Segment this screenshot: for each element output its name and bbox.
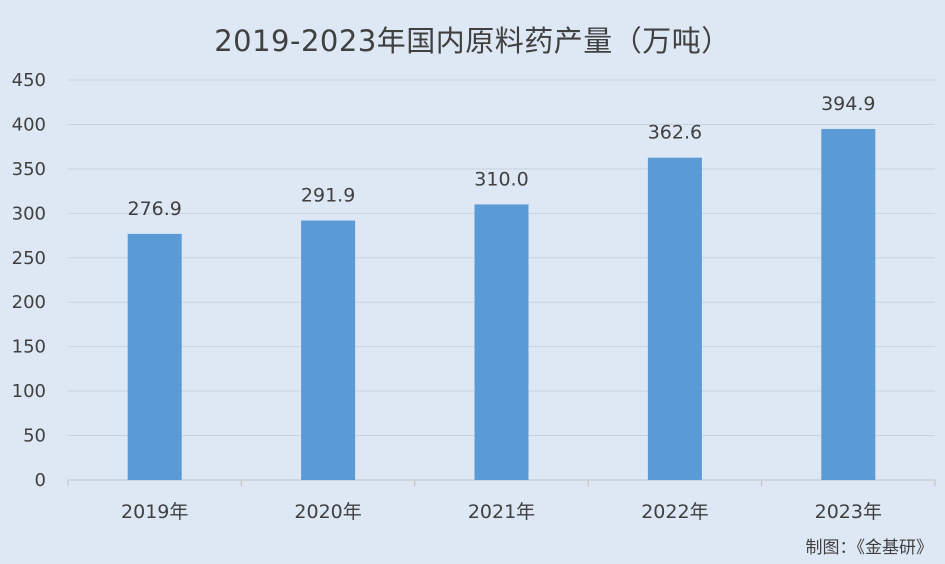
y-tick-label: 50 bbox=[23, 426, 46, 447]
y-tick-label: 350 bbox=[12, 159, 46, 180]
y-tick-label: 150 bbox=[12, 337, 46, 358]
x-tick-label: 2020年 bbox=[294, 501, 361, 523]
y-tick-label: 100 bbox=[12, 381, 46, 402]
x-tick-label: 2023年 bbox=[815, 501, 882, 523]
x-tick-label: 2021年 bbox=[468, 501, 535, 523]
data-label: 362.6 bbox=[648, 122, 702, 144]
data-label: 276.9 bbox=[127, 198, 181, 220]
y-tick-label: 300 bbox=[12, 203, 46, 224]
source-note: 制图：《金基研》 bbox=[805, 538, 934, 558]
y-tick-label: 250 bbox=[12, 248, 46, 269]
chart-title: 2019-2023年国内原料药产量（万吨） bbox=[214, 24, 731, 58]
y-tick-label: 200 bbox=[12, 292, 46, 313]
data-label: 291.9 bbox=[301, 185, 355, 207]
bar bbox=[647, 157, 702, 480]
bar bbox=[301, 220, 356, 481]
y-tick-label: 400 bbox=[12, 114, 46, 135]
y-tick-label: 0 bbox=[35, 470, 46, 491]
x-tick-label: 2022年 bbox=[641, 501, 708, 523]
bar bbox=[474, 204, 529, 480]
y-tick-label: 450 bbox=[12, 70, 46, 91]
x-tick-label: 2019年 bbox=[121, 501, 188, 523]
data-label: 310.0 bbox=[474, 168, 528, 190]
data-label: 394.9 bbox=[821, 93, 875, 115]
bar bbox=[127, 233, 182, 480]
bar bbox=[821, 128, 876, 480]
